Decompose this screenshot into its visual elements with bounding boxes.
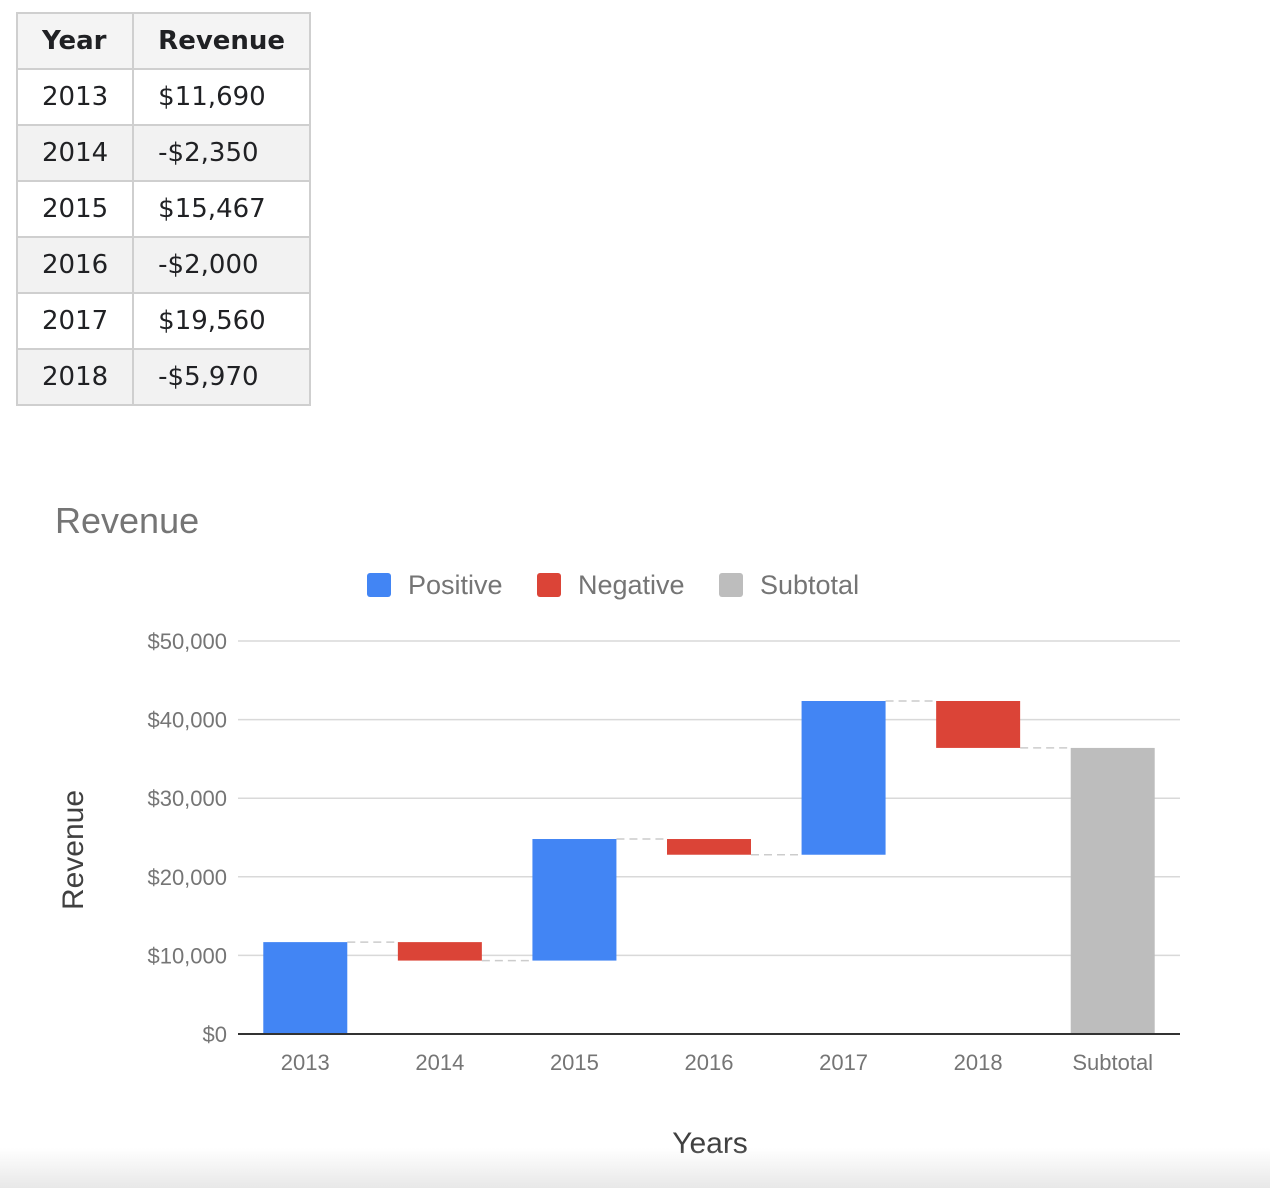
table-cell-revenue: -$5,970 (132, 348, 312, 406)
x-tick-label: 2013 (281, 1050, 330, 1075)
y-tick-label: $20,000 (147, 865, 227, 890)
revenue-table: Year Revenue 2013 $11,690 2014 -$2,350 2… (15, 12, 312, 406)
y-tick-label: $50,000 (147, 629, 227, 654)
table-cell-revenue: $15,467 (132, 180, 312, 238)
table-cell-year: 2017 (15, 292, 135, 350)
table-cell-revenue: $11,690 (132, 68, 312, 126)
table-cell-revenue: -$2,350 (132, 124, 312, 182)
table-header-year: Year (15, 12, 135, 70)
y-tick-label: $0 (203, 1022, 227, 1047)
bottom-fade (0, 1148, 1270, 1188)
table-cell-revenue: -$2,000 (132, 236, 312, 294)
legend-swatch-positive (367, 573, 391, 597)
y-tick-label: $30,000 (147, 786, 227, 811)
legend-label-negative: Negative (578, 570, 685, 600)
y-axis-ticks: $0 $10,000 $20,000 $30,000 $40,000 $50,000 (147, 629, 227, 1047)
y-axis-title: Revenue (57, 790, 90, 910)
table-header-revenue: Revenue (132, 12, 312, 70)
x-tick-label: Subtotal (1072, 1050, 1153, 1075)
chart-title: Revenue (55, 500, 199, 541)
table-row: 2014 -$2,350 (15, 124, 312, 182)
bar-2013 (263, 942, 348, 1034)
y-tick-label: $40,000 (147, 708, 227, 733)
table-row: 2017 $19,560 (15, 292, 312, 350)
legend-label-subtotal: Subtotal (760, 570, 859, 600)
table-row: 2016 -$2,000 (15, 236, 312, 294)
table-cell-year: 2016 (15, 236, 135, 294)
chart-gridlines (238, 640, 1180, 957)
legend-label-positive: Positive (408, 570, 503, 600)
legend-swatch-negative (537, 573, 561, 597)
table-cell-year: 2013 (15, 68, 135, 126)
table-cell-year: 2018 (15, 348, 135, 406)
x-axis-ticks: 2013 2014 2015 2016 2017 2018 Subtotal (281, 1050, 1153, 1075)
table-cell-year: 2014 (15, 124, 135, 182)
x-tick-label: 2016 (685, 1050, 734, 1075)
x-tick-label: 2018 (954, 1050, 1003, 1075)
x-tick-label: 2017 (819, 1050, 868, 1075)
x-tick-label: 2014 (415, 1050, 464, 1075)
table-cell-revenue: $19,560 (132, 292, 312, 350)
table-row: 2015 $15,467 (15, 180, 312, 238)
table-cell-year: 2015 (15, 180, 135, 238)
table-row: 2018 -$5,970 (15, 348, 312, 406)
x-tick-label: 2015 (550, 1050, 599, 1075)
bar-subtotal (1070, 747, 1155, 1034)
table-header-row: Year Revenue (15, 12, 312, 70)
bar-2018 (936, 700, 1021, 748)
chart-bars (263, 700, 1155, 1034)
table-row: 2013 $11,690 (15, 68, 312, 126)
bar-connectors (347, 700, 1071, 962)
y-tick-label: $10,000 (147, 943, 227, 968)
bar-2015 (532, 839, 617, 961)
bar-2016 (667, 839, 751, 855)
chart-legend: Positive Negative Subtotal (367, 570, 859, 600)
legend-swatch-subtotal (719, 573, 743, 597)
bar-2014 (397, 942, 482, 961)
bar-2017 (801, 700, 886, 855)
